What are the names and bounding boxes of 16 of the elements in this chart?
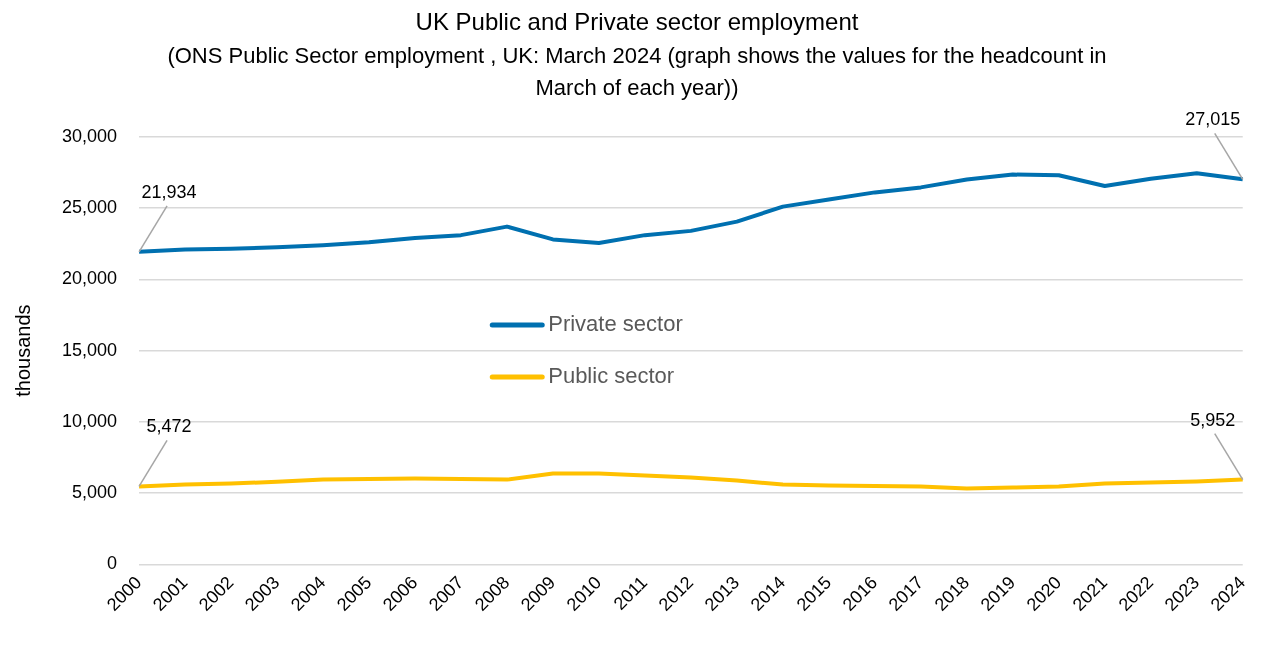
- annotation: 5,472: [146, 416, 192, 437]
- legend-label: Private sector: [548, 310, 683, 336]
- chart-title: UK Public and Private sector employment: [414, 8, 860, 36]
- y-tick-label: 0: [107, 553, 118, 574]
- y-tick-label: 30,000: [61, 125, 118, 146]
- annotation: 5,952: [1190, 409, 1236, 430]
- y-tick-label: 15,000: [61, 339, 118, 360]
- y-tick-label: 10,000: [61, 410, 118, 431]
- y-axis-title: thousands: [11, 304, 34, 397]
- annotation: 21,934: [141, 181, 197, 202]
- y-tick-label: 20,000: [61, 268, 118, 289]
- legend-label: Public sector: [548, 362, 675, 388]
- chart-subtitle: (ONS Public Sector employment , UK: March 2024 (graph shows the values for the headcount in March of each year)): [166, 42, 1108, 102]
- y-tick-label: 5,000: [72, 481, 118, 502]
- annotation: 27,015: [1185, 109, 1241, 130]
- y-tick-label: 25,000: [61, 196, 118, 217]
